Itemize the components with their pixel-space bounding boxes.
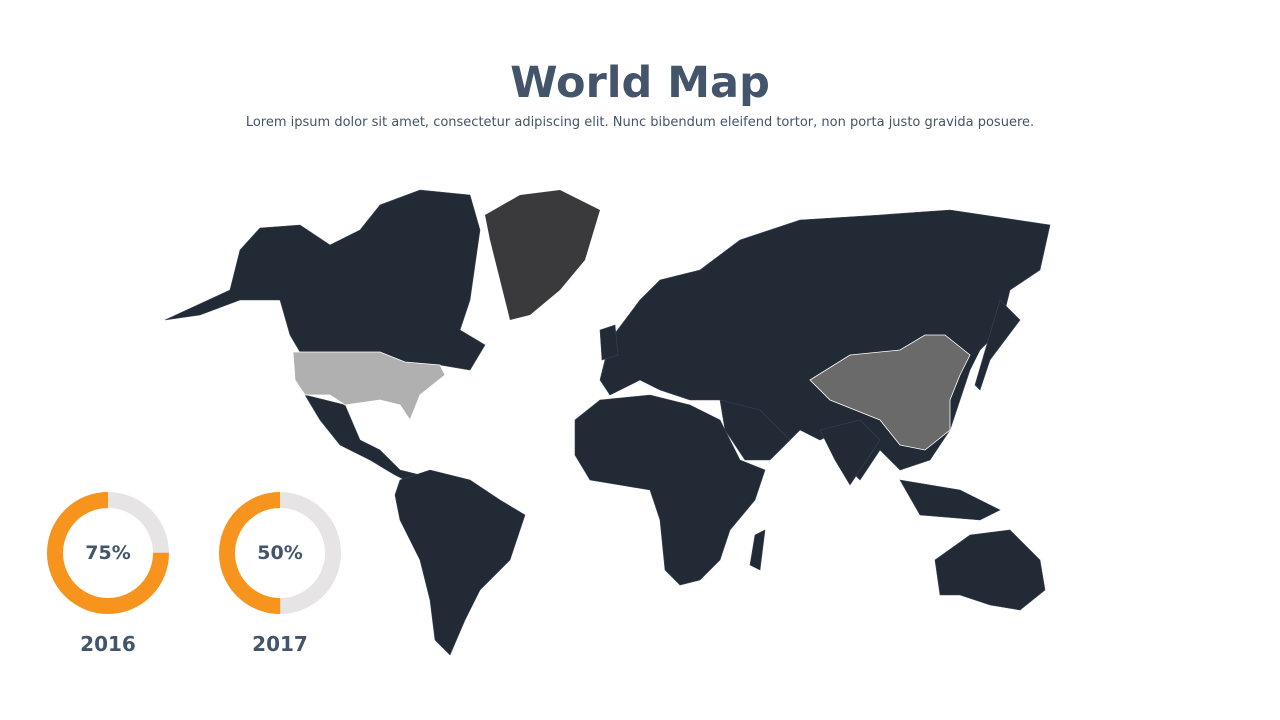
region-madagascar	[749, 529, 766, 571]
page-title: World Map	[510, 58, 770, 108]
region-south-america	[394, 469, 526, 656]
region-arabia	[719, 399, 791, 461]
donut-2016: 75%	[46, 491, 170, 615]
donut-percent-label: 75%	[85, 542, 131, 564]
donut-value-arc	[219, 492, 341, 614]
region-australia	[934, 529, 1046, 611]
region-africa	[574, 394, 766, 586]
region-north-america	[164, 189, 486, 381]
page-subtitle: Lorem ipsum dolor sit amet, consectetur …	[245, 115, 1035, 130]
donut-value-arc	[47, 492, 169, 614]
donut-2017: 50%	[218, 491, 342, 615]
year-label: 2017	[252, 632, 308, 656]
region-usa	[292, 351, 446, 421]
year-label: 2016	[80, 632, 136, 656]
region-uk	[599, 324, 619, 361]
region-greenland	[485, 190, 600, 320]
region-india	[819, 419, 881, 486]
region-china	[809, 334, 971, 451]
donut-percent-label: 50%	[257, 542, 303, 564]
region-southeast-asia-islands	[899, 479, 1001, 521]
region-japan	[974, 299, 1021, 391]
